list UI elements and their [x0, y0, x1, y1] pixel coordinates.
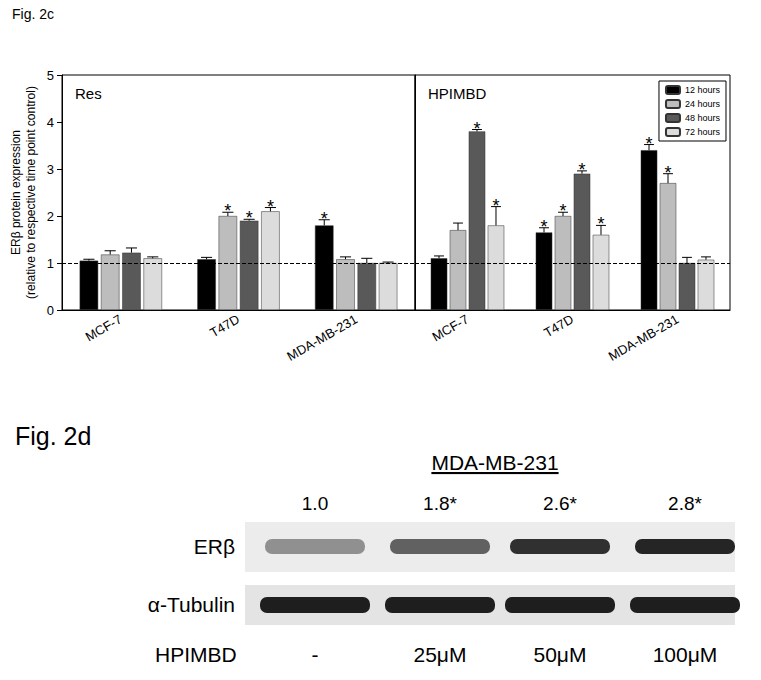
svg-text:(relative to respective time p: (relative to respective time point contr… [24, 86, 38, 299]
svg-text:4: 4 [47, 115, 54, 130]
svg-text:*: * [541, 217, 548, 237]
svg-text:100μM: 100μM [653, 643, 718, 666]
svg-text:*: * [559, 201, 566, 221]
svg-text:12 hours: 12 hours [685, 85, 721, 95]
svg-text:1.0: 1.0 [302, 493, 328, 514]
svg-text:1: 1 [47, 256, 54, 271]
svg-text:*: * [473, 119, 480, 139]
svg-text:T47D: T47D [207, 312, 242, 341]
svg-text:*: * [664, 163, 671, 183]
svg-text:*: * [646, 134, 653, 154]
svg-text:0: 0 [47, 303, 54, 318]
svg-text:Fig. 2d: Fig. 2d [15, 422, 91, 450]
svg-text:5: 5 [47, 68, 54, 83]
svg-text:*: * [578, 160, 585, 180]
svg-text:2.6*: 2.6* [543, 493, 577, 514]
svg-text:*: * [246, 208, 253, 228]
svg-text:ERβ protein expression: ERβ protein expression [9, 130, 23, 255]
svg-text:24 hours: 24 hours [685, 99, 721, 109]
svg-text:2: 2 [47, 209, 54, 224]
svg-text:ERβ: ERβ [194, 535, 235, 558]
svg-text:2.8*: 2.8* [668, 493, 702, 514]
svg-text:HPIMBD: HPIMBD [428, 85, 487, 102]
svg-text:HPIMBD: HPIMBD [155, 643, 237, 666]
svg-text:*: * [321, 209, 328, 229]
svg-text:25μM: 25μM [414, 643, 467, 666]
svg-text:α-Tubulin: α-Tubulin [148, 593, 235, 616]
svg-text:72 hours: 72 hours [685, 127, 721, 137]
svg-text:T47D: T47D [541, 312, 576, 341]
svg-text:-: - [312, 643, 319, 666]
svg-text:MCF-7: MCF-7 [429, 312, 471, 345]
svg-text:*: * [267, 197, 274, 217]
svg-text:MCF-7: MCF-7 [83, 312, 125, 345]
svg-text:*: * [224, 201, 231, 221]
svg-text:48 hours: 48 hours [685, 113, 721, 123]
svg-text:1.8*: 1.8* [423, 493, 457, 514]
html-text:Fig. 2c: Fig. 2c [12, 6, 54, 22]
svg-text:MDA-MB-231: MDA-MB-231 [606, 312, 682, 364]
svg-text:50μM: 50μM [534, 643, 587, 666]
svg-text:Res: Res [75, 85, 102, 102]
svg-text:*: * [492, 196, 499, 216]
svg-text:*: * [597, 214, 604, 234]
svg-text:3: 3 [47, 162, 54, 177]
svg-text:MDA-MB-231: MDA-MB-231 [284, 312, 360, 364]
svg-text:MDA-MB-231: MDA-MB-231 [431, 451, 558, 474]
